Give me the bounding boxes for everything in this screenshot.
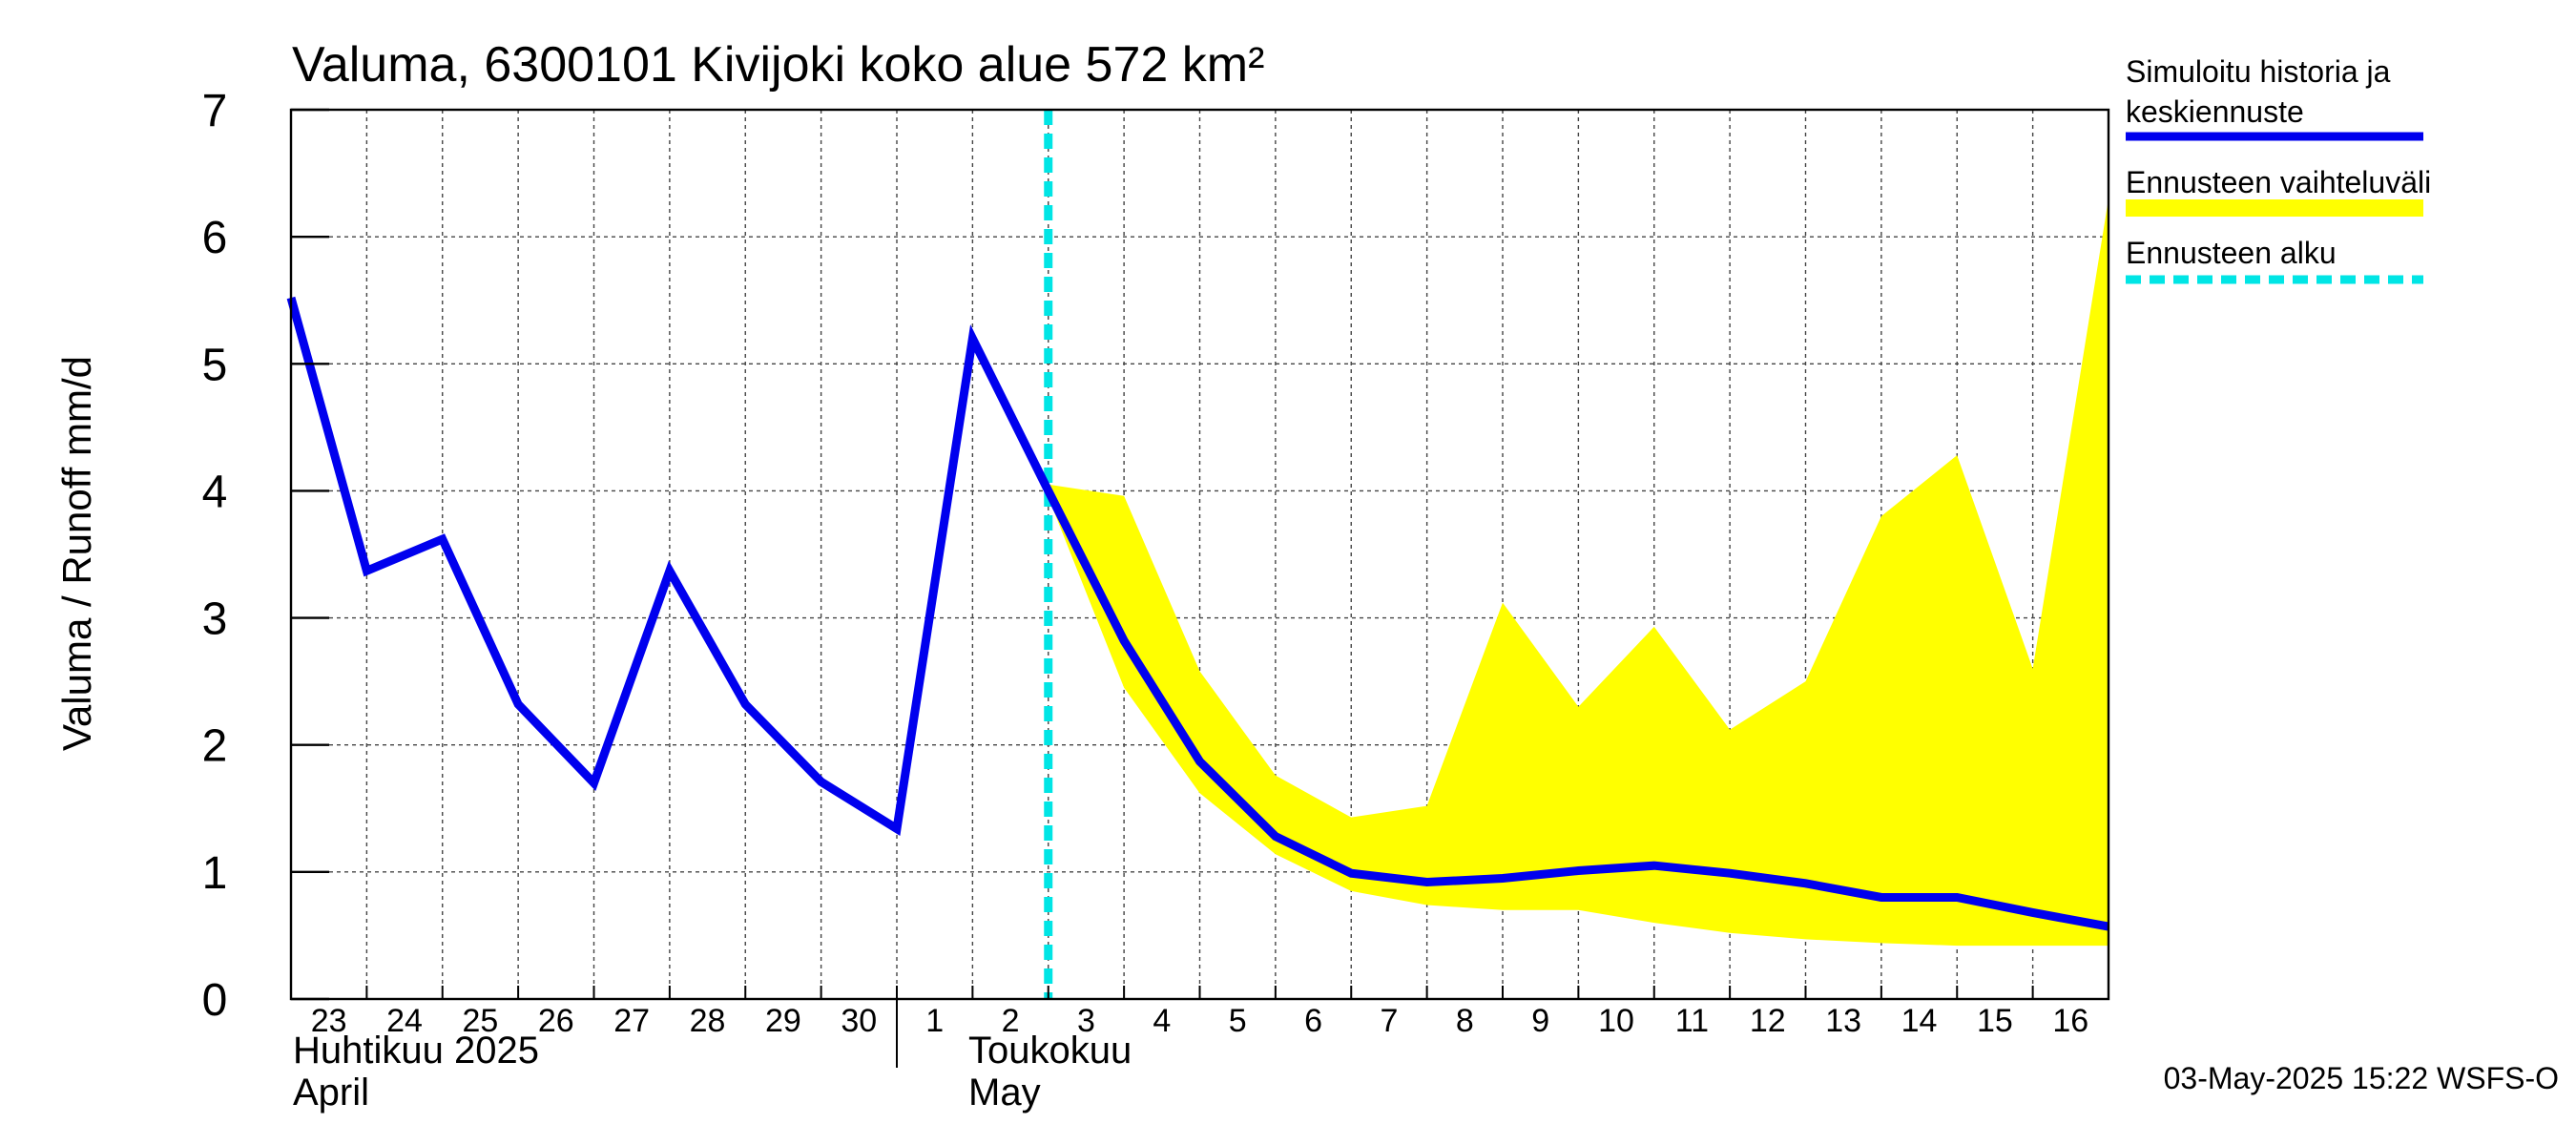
forecast-band-layer — [1048, 198, 2109, 947]
y-tick-label: 5 — [202, 340, 228, 390]
legend: Simuloitu historia ja keskiennuste Ennuste… — [2126, 54, 2431, 284]
legend-item: Ennusteen alku — [2126, 236, 2423, 284]
simulated-runoff-line — [286, 296, 2109, 931]
legend-item: Ennusteen vaihteluväli — [2126, 165, 2431, 217]
y-tick-label: 7 — [202, 86, 228, 136]
x-tick-label: 23 — [311, 1003, 347, 1039]
month-label-fi: Toukokuu — [968, 1030, 1132, 1072]
x-tick-label: 24 — [386, 1003, 423, 1039]
y-tick-label: 1 — [202, 848, 228, 899]
legend-label: Simuloitu historia ja — [2126, 54, 2391, 89]
x-tick-label: 5 — [1229, 1003, 1247, 1039]
forecast-range-band — [1048, 198, 2109, 947]
x-tick-label: 6 — [1304, 1003, 1322, 1039]
y-tick-label: 3 — [202, 594, 228, 645]
footer-timestamp: 03-May-2025 15:22 WSFS-O — [2164, 1061, 2559, 1095]
legend-item: Simuloitu historia ja keskiennuste — [2126, 54, 2423, 141]
y-tick-label: 6 — [202, 213, 228, 263]
y-axis-label: Valuma / Runoff mm/d — [54, 356, 99, 751]
x-tick-label: 25 — [463, 1003, 499, 1039]
legend-label: Ennusteen alku — [2126, 236, 2337, 270]
x-tick-label: 27 — [613, 1003, 650, 1039]
x-tick-label: 12 — [1750, 1003, 1786, 1039]
month-label-fi: Huhtikuu 2025 — [293, 1030, 539, 1072]
y-tick-label: 4 — [202, 467, 228, 517]
chart-title: Valuma, 6300101 Kivijoki koko alue 572 k… — [292, 37, 1264, 93]
x-tick-label: 8 — [1456, 1003, 1474, 1039]
legend-label: Ennusteen vaihteluväli — [2126, 165, 2431, 199]
legend-label: keskiennuste — [2126, 94, 2304, 129]
series-layer — [286, 296, 2109, 931]
y-tick-label: 2 — [202, 721, 228, 772]
y-tick-label: 0 — [202, 975, 228, 1026]
month-label-en: May — [968, 1072, 1041, 1114]
x-tick-label: 15 — [1977, 1003, 2013, 1039]
x-tick-label: 13 — [1825, 1003, 1861, 1039]
x-tick-label: 4 — [1153, 1003, 1171, 1039]
x-tick-label: 3 — [1077, 1003, 1095, 1039]
month-label-en: April — [293, 1072, 369, 1114]
x-tick-label: 28 — [690, 1003, 726, 1039]
x-tick-label: 29 — [765, 1003, 801, 1039]
x-tick-label: 7 — [1380, 1003, 1398, 1039]
x-tick-label: 2 — [1002, 1003, 1020, 1039]
x-tick-label: 9 — [1531, 1003, 1549, 1039]
x-tick-label: 30 — [841, 1003, 877, 1039]
x-tick-label: 1 — [925, 1003, 944, 1039]
x-tick-label: 16 — [2052, 1003, 2088, 1039]
x-tick-label: 14 — [1901, 1003, 1938, 1039]
x-tick-label: 10 — [1598, 1003, 1634, 1039]
x-tick-label: 26 — [538, 1003, 574, 1039]
x-tick-label: 11 — [1675, 1003, 1709, 1039]
